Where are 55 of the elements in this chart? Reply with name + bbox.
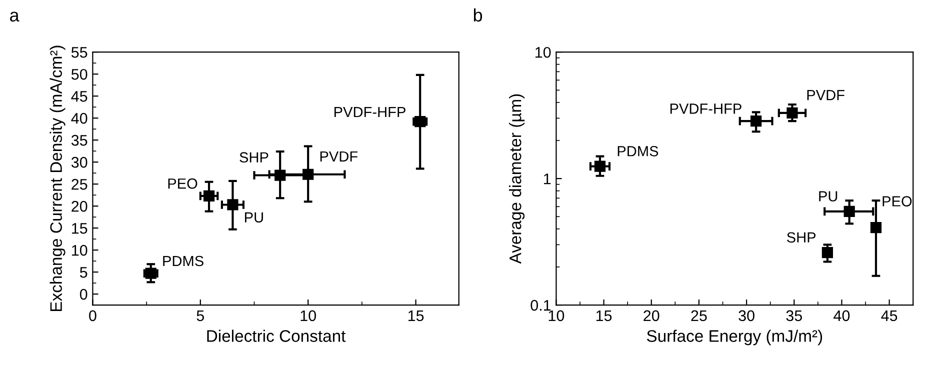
chart-title: b (474, 8, 482, 22)
point (302, 168, 314, 180)
annotation: PU (819, 191, 838, 202)
annotation: PVDF-HFP (670, 104, 742, 114)
point (870, 222, 882, 234)
annotation: PVDF (320, 151, 358, 162)
x-axis-title: Surface Energy (mJ/m²) (646, 330, 822, 346)
annotation: PVDF (807, 90, 844, 100)
annotation: PEO (882, 196, 912, 206)
x-axis-title: Dielectric Constant (207, 330, 346, 342)
point (203, 190, 215, 202)
x-tick-label: 15 (596, 310, 612, 322)
annotation: PU (245, 212, 263, 223)
y-tick-label: 25 (72, 178, 88, 190)
point (227, 199, 238, 210)
point (822, 247, 833, 258)
y-tick-label: 10 (536, 46, 551, 58)
annotation: SHP (240, 152, 268, 163)
y-tick-label: 45 (71, 91, 88, 102)
chart-title: a (10, 12, 20, 22)
annotation: PDMS (618, 146, 658, 156)
x-tick-label: 35 (786, 310, 802, 322)
point (750, 115, 762, 127)
x-tick-label: 20 (644, 310, 660, 322)
x-tick-label: 40 (834, 310, 850, 322)
y-tick-label: 20 (72, 200, 88, 212)
annotation: PDMS (163, 256, 204, 266)
point (786, 107, 798, 119)
x-tick-label: 25 (691, 310, 707, 322)
x-tick-label: 30 (738, 310, 754, 322)
point (274, 170, 286, 181)
annotation: PVDF-HFP (334, 106, 406, 118)
x-tick-label: 0 (89, 310, 96, 322)
point (844, 206, 855, 217)
y-tick-label: 0.1 (530, 300, 551, 311)
x-tick-label: 10 (300, 310, 316, 322)
annotation: SHP (787, 232, 816, 243)
y-tick-label: 5 (80, 267, 88, 278)
y-tick-label: 30 (71, 156, 88, 168)
y-tick-label: 0 (80, 288, 88, 300)
point (594, 160, 606, 172)
x-tick-label: 5 (196, 310, 204, 322)
y-tick-label: 50 (71, 68, 88, 80)
x-tick-label: 45 (881, 310, 898, 322)
y-tick-label: 10 (72, 244, 88, 256)
x-tick-label: 15 (408, 310, 424, 322)
annotation: PEO (168, 178, 198, 189)
y-axis-title: Average diameter (µm) (509, 94, 525, 264)
y-tick-label: 35 (71, 134, 88, 146)
y-tick-label: 40 (71, 112, 88, 124)
y-axis-title: Exchange Current Density (mA/cm²) (50, 46, 66, 312)
y-tick-label: 55 (71, 47, 88, 58)
x-tick-label: 10 (548, 310, 564, 322)
y-tick-label: 1 (544, 174, 551, 184)
y-tick-label: 15 (72, 223, 88, 234)
